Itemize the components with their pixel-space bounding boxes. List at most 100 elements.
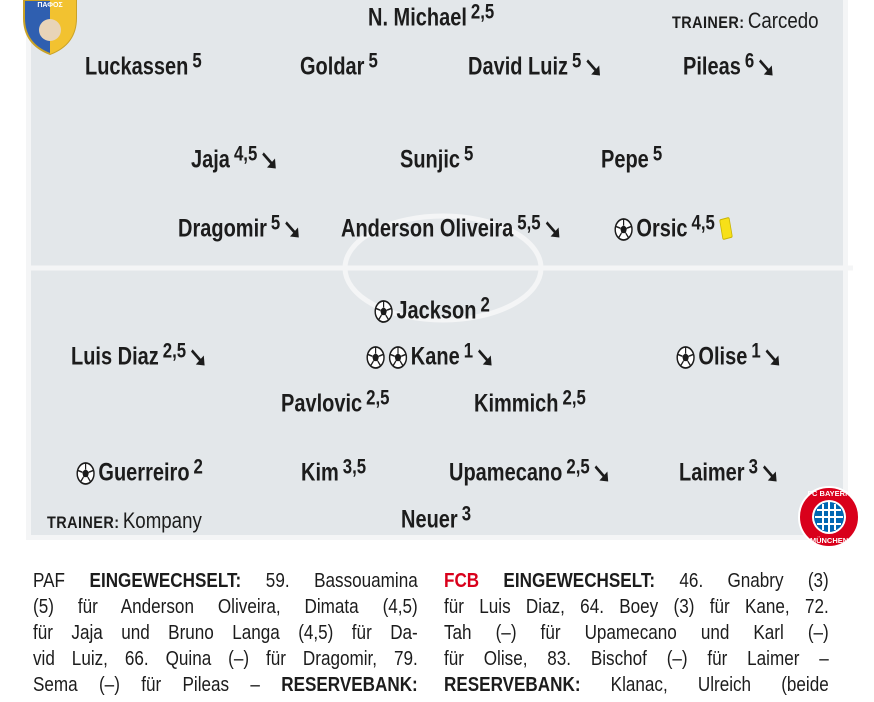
arrow-shaft (758, 58, 771, 73)
player: Kane 1 (366, 339, 494, 372)
sub-text: Klanac, Ulreich (beide (580, 674, 829, 696)
sub-text: EINGEWECHSELT: (503, 570, 656, 592)
player-grade: 5 (572, 49, 582, 72)
sub-text: 59. Bassouamina (241, 570, 418, 592)
sub-text: FCB (444, 570, 504, 592)
player: Pileas 6 (683, 49, 775, 82)
player: Luis Diaz 2,5 (71, 339, 207, 372)
player-grade: 5 (192, 49, 202, 72)
away-trainer: TRAINER: Kompany (47, 508, 202, 534)
player-name: Luckassen (85, 52, 189, 81)
player-name: David Luiz (468, 52, 569, 81)
player-name: Neuer (401, 505, 458, 534)
arrow-shaft (762, 464, 774, 479)
sub-text: EINGEWECHSELT: (89, 570, 242, 592)
pitch-lines (31, 213, 853, 323)
player-name: Kimmich (474, 389, 559, 418)
trainer-label: TRAINER: (47, 513, 120, 532)
trainer-name: Kompany (122, 508, 202, 533)
player: Pavlovic 2,5 (281, 386, 390, 419)
ball-patch (682, 352, 690, 361)
sub-line: RESERVEBANK: Klanac, Ulreich (beide (444, 672, 829, 698)
sub-line: für Jaja und Bruno Langa (4,5) für Da- (33, 620, 418, 646)
logo-text: FC BAYERN (807, 489, 850, 498)
player-grade: 3,5 (342, 455, 367, 478)
sub-line: Tah (–) für Upamecano und Karl (–) (444, 620, 829, 646)
arrow-shaft (594, 464, 606, 479)
away-logo: FC BAYERN MÜNCHEN (798, 486, 860, 548)
sub-arrow (545, 220, 560, 237)
sub-line: PAF EINGEWECHSELT: 59. Bassouamina (33, 568, 418, 594)
center-circle (342, 213, 544, 323)
player-name: Goldar (300, 52, 365, 81)
card-shape (719, 216, 733, 240)
arrow-head (590, 65, 600, 75)
logo-text: ΠΑΦΟΣ (37, 2, 62, 9)
yellow-card (719, 216, 733, 240)
goal-ball (366, 345, 385, 369)
logo-face (39, 19, 61, 41)
ball-patch (620, 224, 628, 233)
sub-text: (5) für Anderson Oliveira, Dimata (4,5) (33, 596, 418, 618)
player-name: Upamecano (449, 458, 563, 487)
sub-text: PAF (33, 570, 90, 592)
arrow-head (599, 471, 609, 481)
player-grade: 2,5 (470, 0, 495, 23)
trainer-name: Carcedo (747, 8, 819, 33)
arrow-head (770, 355, 780, 365)
player-name: Kim (301, 458, 339, 487)
sub-arrow (477, 348, 492, 365)
player-grade: 2 (480, 293, 490, 316)
logo-half (50, 0, 76, 54)
logo-pattern (815, 502, 843, 532)
ball-seams (615, 219, 632, 238)
home-trainer: TRAINER: Carcedo (672, 8, 819, 34)
player-name: Orsic (636, 214, 688, 243)
player: David Luiz 5 (468, 49, 602, 82)
player-grade: 1 (463, 339, 474, 362)
player-grade: 6 (744, 49, 755, 72)
arrow-shaft (285, 220, 297, 235)
arrow-shaft (765, 348, 777, 363)
ball-seams (677, 347, 694, 366)
player-name: Anderson Oliveira (341, 214, 514, 243)
logo-text: MÜNCHEN (810, 536, 848, 545)
player: Upamecano 2,5 (449, 455, 611, 488)
player: Orsic 4,5 (614, 211, 736, 244)
player: Anderson Oliveira 5,5 (341, 211, 561, 244)
player-grade: 4,5 (233, 142, 258, 165)
ball-patch (394, 352, 402, 361)
player: Jaja 4,5 (191, 142, 278, 175)
trainer-label: TRAINER: (672, 13, 745, 32)
arrow-shaft (545, 220, 557, 235)
sub-arrow (762, 464, 777, 481)
player-grade: 5 (652, 142, 663, 165)
player: Kim 3,5 (301, 455, 366, 488)
player: Kimmich 2,5 (474, 386, 586, 419)
sub-text: Tah (–) für Upamecano und Karl (–) (444, 622, 829, 644)
arrow-head (763, 65, 773, 75)
player: Neuer 3 (401, 502, 471, 535)
home-logo: ΠΑΦΟΣ (23, 0, 77, 56)
goal-ball (676, 345, 695, 369)
ball-patch (82, 468, 90, 477)
player: Luckassen 5 (85, 49, 202, 82)
player-name: Pepe (601, 145, 649, 174)
player-grade: 2 (193, 455, 203, 478)
goal-ball (614, 217, 633, 241)
player-name: Guerreiro (98, 458, 190, 487)
sub-arrow (285, 220, 299, 237)
player: Olise 1 (676, 339, 781, 372)
player-name: Jackson (396, 296, 477, 325)
sub-line: vid Luiz, 66. Quina (–) für Dragomir, 79… (33, 646, 418, 672)
arrow-head (767, 471, 777, 481)
ball-seams (77, 463, 94, 482)
player-grade: 5 (270, 211, 281, 234)
sub-arrow (765, 348, 780, 365)
player-name: Jaja (191, 145, 230, 174)
player-grade: 5,5 (517, 211, 541, 234)
player-name: Dragomir (178, 214, 267, 243)
sub-arrow (758, 58, 773, 75)
player: Pepe 5 (601, 142, 662, 175)
